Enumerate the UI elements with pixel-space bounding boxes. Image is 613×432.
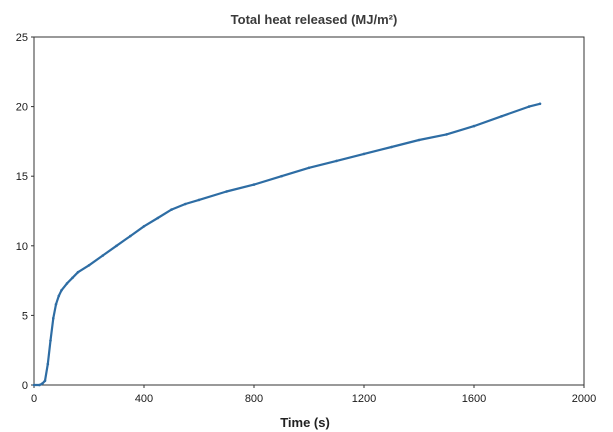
data-point: [307, 166, 311, 170]
series-line: [32, 102, 542, 387]
data-point: [527, 105, 531, 108]
y-tick-label: 5: [22, 310, 28, 322]
data-point: [65, 282, 69, 285]
series-layer: [32, 102, 542, 387]
x-tick-label: 0: [31, 393, 37, 405]
data-point: [101, 254, 105, 257]
data-point: [472, 124, 476, 128]
x-tick-label: 1600: [462, 393, 486, 405]
data-point: [57, 294, 61, 298]
data-point: [417, 138, 421, 142]
plot-frame: [33, 36, 585, 386]
data-point: [170, 208, 173, 211]
data-point: [197, 198, 201, 202]
data-point: [280, 174, 283, 178]
data-point: [71, 276, 74, 280]
data-point: [335, 159, 338, 163]
data-point: [362, 152, 366, 156]
y-tick-label: 20: [16, 102, 28, 114]
y-axis: 0 5 10 15 20 25: [16, 32, 34, 392]
data-point: [500, 115, 503, 118]
x-tick-label: 1200: [352, 393, 376, 405]
data-point: [49, 339, 52, 342]
x-tick-label: 800: [245, 393, 263, 405]
data-point: [115, 244, 118, 248]
y-tick-label: 15: [16, 171, 28, 183]
data-point: [538, 102, 542, 106]
data-point: [225, 190, 228, 193]
x-tick-label: 400: [135, 393, 153, 405]
data-point: [41, 382, 44, 385]
chart-title: Total heat released (MJ/m²): [231, 12, 398, 27]
x-tick-label: 2000: [572, 393, 596, 405]
data-point: [129, 234, 132, 238]
y-tick-label: 10: [16, 241, 28, 253]
data-point: [43, 379, 47, 383]
data-point: [445, 133, 448, 136]
data-point: [46, 362, 50, 366]
x-axis-label: Time (s): [280, 415, 330, 430]
data-point: [54, 303, 58, 306]
data-point: [76, 270, 80, 274]
y-tick-label: 0: [22, 380, 28, 392]
data-point: [38, 383, 41, 387]
data-point: [60, 289, 63, 292]
data-point: [142, 225, 146, 228]
data-point: [390, 145, 393, 149]
data-point: [184, 202, 187, 206]
data-point: [252, 183, 256, 186]
y-tick-label: 25: [16, 32, 28, 44]
data-point: [156, 216, 160, 220]
data-point: [52, 316, 55, 320]
x-axis: 0 400 800 1200 1600 2000: [31, 385, 596, 405]
data-point: [32, 383, 36, 387]
data-point: [87, 264, 91, 267]
